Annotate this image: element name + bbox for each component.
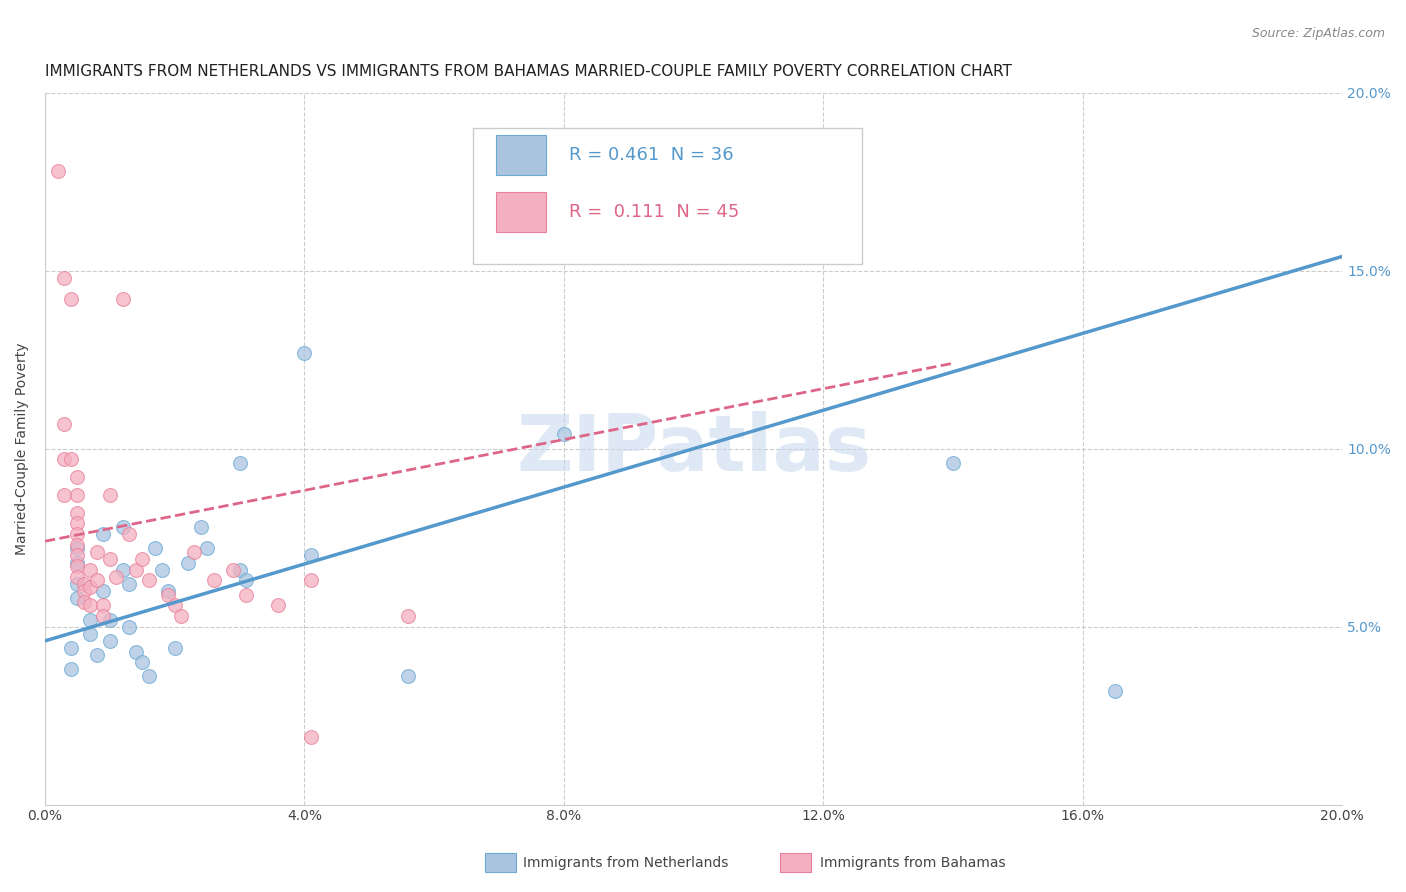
Point <box>228 456 250 470</box>
Point <box>98 552 121 566</box>
Point <box>73 584 96 599</box>
Point <box>66 538 89 552</box>
Point <box>138 574 160 588</box>
Point <box>66 506 89 520</box>
Point <box>176 556 198 570</box>
Point <box>190 520 212 534</box>
Point <box>79 599 101 613</box>
Point <box>93 527 115 541</box>
Point <box>86 574 108 588</box>
Point <box>267 599 290 613</box>
Point <box>183 545 205 559</box>
Text: IMMIGRANTS FROM NETHERLANDS VS IMMIGRANTS FROM BAHAMAS MARRIED-COUPLE FAMILY POV: IMMIGRANTS FROM NETHERLANDS VS IMMIGRANT… <box>45 64 1012 79</box>
Point <box>98 613 121 627</box>
Point <box>66 549 89 563</box>
Point <box>73 595 96 609</box>
Point <box>163 640 186 655</box>
Point <box>195 541 218 556</box>
Point <box>79 613 101 627</box>
Point <box>93 599 115 613</box>
Point <box>299 574 322 588</box>
Y-axis label: Married-Couple Family Poverty: Married-Couple Family Poverty <box>15 343 30 555</box>
Point <box>294 345 316 359</box>
Point <box>59 452 82 467</box>
Point <box>299 549 322 563</box>
Point <box>59 662 82 676</box>
Text: Immigrants from Netherlands: Immigrants from Netherlands <box>523 855 728 870</box>
Point <box>222 563 245 577</box>
Text: ZIPatlas: ZIPatlas <box>516 410 872 487</box>
Point <box>66 541 89 556</box>
Point <box>163 599 186 613</box>
Point <box>138 669 160 683</box>
Point <box>46 164 69 178</box>
Point <box>553 427 575 442</box>
Point <box>93 609 115 624</box>
Point <box>1104 683 1126 698</box>
Point <box>93 584 115 599</box>
Point <box>105 570 128 584</box>
Point <box>66 559 89 574</box>
Point <box>131 655 153 669</box>
Point <box>66 556 89 570</box>
Point <box>131 552 153 566</box>
Point <box>396 609 419 624</box>
Point <box>66 516 89 531</box>
Point <box>66 470 89 484</box>
Point <box>125 563 148 577</box>
Point <box>157 584 180 599</box>
Point <box>66 570 89 584</box>
Point <box>202 574 225 588</box>
Point <box>79 626 101 640</box>
Point <box>235 574 257 588</box>
Point <box>66 591 89 606</box>
FancyBboxPatch shape <box>472 128 862 263</box>
Text: Source: ZipAtlas.com: Source: ZipAtlas.com <box>1251 27 1385 40</box>
Point <box>66 577 89 591</box>
Point <box>86 648 108 662</box>
Point <box>111 563 134 577</box>
Point <box>79 563 101 577</box>
Point <box>228 563 250 577</box>
Point <box>98 488 121 502</box>
Point <box>111 292 134 306</box>
Point <box>118 577 141 591</box>
Point <box>66 527 89 541</box>
Point <box>73 577 96 591</box>
Point <box>53 270 76 285</box>
Text: R =  0.111  N = 45: R = 0.111 N = 45 <box>569 203 740 221</box>
Point <box>53 488 76 502</box>
Point <box>235 588 257 602</box>
Text: Immigrants from Bahamas: Immigrants from Bahamas <box>820 855 1005 870</box>
Point <box>59 292 82 306</box>
Point <box>170 609 193 624</box>
Point <box>396 669 419 683</box>
Point <box>150 563 173 577</box>
Text: R = 0.461  N = 36: R = 0.461 N = 36 <box>569 146 734 164</box>
Point <box>79 581 101 595</box>
Point <box>98 633 121 648</box>
Point <box>299 730 322 744</box>
Point <box>86 545 108 559</box>
Point <box>53 452 76 467</box>
Point <box>125 644 148 658</box>
Point <box>59 640 82 655</box>
FancyBboxPatch shape <box>496 136 546 175</box>
Point <box>66 488 89 502</box>
FancyBboxPatch shape <box>496 193 546 232</box>
Point <box>118 620 141 634</box>
Point <box>942 456 965 470</box>
Point <box>53 417 76 431</box>
Point <box>143 541 166 556</box>
Point <box>111 520 134 534</box>
Point <box>157 588 180 602</box>
Point <box>118 527 141 541</box>
